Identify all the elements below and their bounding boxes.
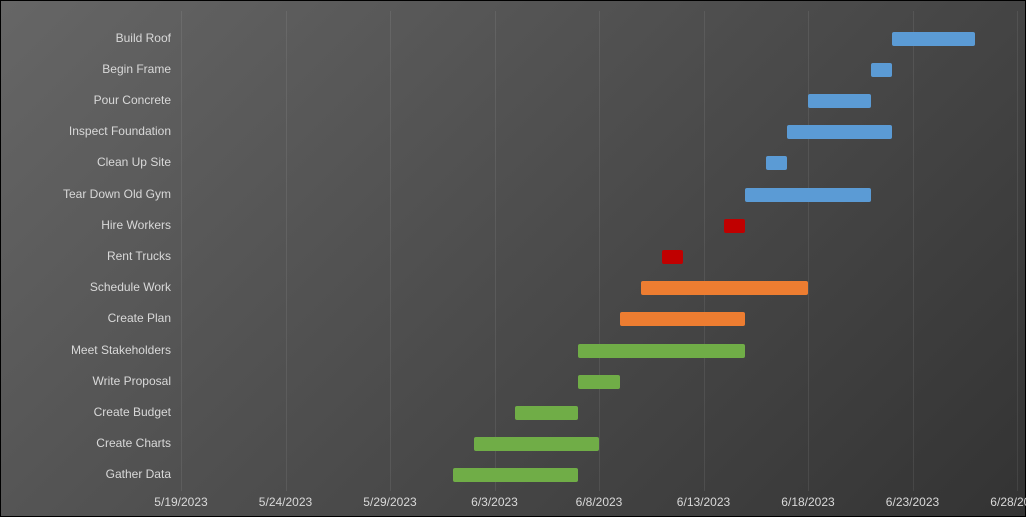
x-axis-label: 6/13/2023 bbox=[677, 495, 730, 509]
x-axis-label: 6/8/2023 bbox=[576, 495, 623, 509]
x-axis-label: 6/23/2023 bbox=[886, 495, 939, 509]
gridline bbox=[808, 11, 809, 491]
gridline bbox=[1017, 11, 1018, 491]
gantt-bar bbox=[578, 375, 620, 389]
y-axis-label: Inspect Foundation bbox=[69, 124, 171, 138]
x-axis-label: 5/29/2023 bbox=[363, 495, 416, 509]
y-axis-label: Begin Frame bbox=[102, 62, 171, 76]
x-axis-label: 5/19/2023 bbox=[154, 495, 207, 509]
y-axis-label: Schedule Work bbox=[90, 280, 171, 294]
plot-area bbox=[181, 11, 1017, 491]
gantt-bar bbox=[641, 281, 808, 295]
gridline bbox=[913, 11, 914, 491]
y-axis-label: Pour Concrete bbox=[94, 93, 171, 107]
y-axis-label: Create Budget bbox=[94, 405, 171, 419]
y-axis-label: Create Plan bbox=[108, 311, 171, 325]
gantt-bar bbox=[515, 406, 578, 420]
gantt-bar bbox=[453, 468, 578, 482]
gridline bbox=[390, 11, 391, 491]
gantt-bar bbox=[724, 219, 745, 233]
y-axis-label: Rent Trucks bbox=[107, 249, 171, 263]
gantt-chart: 5/19/2023 5/24/2023 5/29/2023 6/3/2023 6/8/2… bbox=[0, 0, 1026, 517]
y-axis-label: Hire Workers bbox=[101, 218, 171, 232]
x-axis-label: 6/18/2023 bbox=[781, 495, 834, 509]
gantt-bar bbox=[766, 156, 787, 170]
y-axis-label: Gather Data bbox=[106, 467, 171, 481]
y-axis-label: Build Roof bbox=[116, 31, 171, 45]
gantt-bar bbox=[474, 437, 599, 451]
gantt-bar bbox=[871, 63, 892, 77]
gantt-bar bbox=[662, 250, 683, 264]
gantt-bar bbox=[787, 125, 892, 139]
y-axis-label: Clean Up Site bbox=[97, 155, 171, 169]
y-axis-label: Write Proposal bbox=[93, 374, 171, 388]
gantt-bar bbox=[620, 312, 745, 326]
gantt-bar bbox=[745, 188, 870, 202]
x-axis-label: 5/24/2023 bbox=[259, 495, 312, 509]
gantt-bar bbox=[892, 32, 976, 46]
y-axis-label: Meet Stakeholders bbox=[71, 343, 171, 357]
gantt-bar bbox=[578, 344, 745, 358]
gridline bbox=[599, 11, 600, 491]
gridline bbox=[495, 11, 496, 491]
y-axis-label: Tear Down Old Gym bbox=[63, 187, 171, 201]
y-axis-label: Create Charts bbox=[96, 436, 171, 450]
x-axis-label: 6/28/2023 bbox=[990, 495, 1026, 509]
gridline bbox=[286, 11, 287, 491]
gantt-bar bbox=[808, 94, 871, 108]
x-axis-label: 6/3/2023 bbox=[471, 495, 518, 509]
gridline bbox=[181, 11, 182, 491]
gridline bbox=[704, 11, 705, 491]
